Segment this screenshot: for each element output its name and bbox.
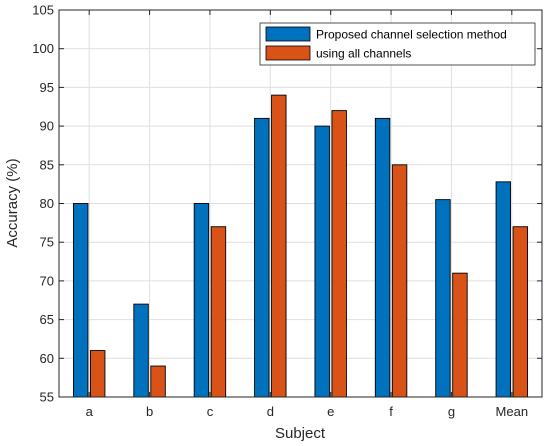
legend-label-proposed: Proposed channel selection method <box>316 28 507 42</box>
y-tick-label: 60 <box>40 351 54 366</box>
bar-proposed-b <box>133 303 149 398</box>
y-tick-label: 90 <box>40 119 54 134</box>
bar-all-channels-d <box>271 94 287 398</box>
bar-all-channels-Mean <box>512 226 529 398</box>
x-axis: a b c d e f g Mean <box>86 10 529 419</box>
x-axis-title: Subject <box>275 425 326 442</box>
x-tick-label: b <box>146 404 153 419</box>
bar-all-channels-c <box>210 226 227 398</box>
y-tick-label: 75 <box>40 235 54 250</box>
x-tick-label: e <box>327 404 334 419</box>
bar-proposed-f <box>374 117 391 398</box>
x-tick-label: d <box>267 404 274 419</box>
bars <box>72 94 529 398</box>
x-tick-label: c <box>207 404 214 419</box>
y-tick-label: 55 <box>40 390 54 405</box>
legend-swatch-all-channels <box>265 45 311 61</box>
bar-proposed-g <box>435 199 451 398</box>
bar-proposed-e <box>314 125 330 398</box>
bar-all-channels-b <box>150 365 166 398</box>
bar-proposed-Mean <box>495 181 512 398</box>
bar-all-channels-f <box>391 164 408 398</box>
grid-lines <box>59 9 542 398</box>
bar-all-channels-e <box>331 110 347 398</box>
bar-proposed-c <box>193 203 210 398</box>
y-axis-title: Accuracy (%) <box>4 158 21 247</box>
y-tick-label: 95 <box>40 80 54 95</box>
bar-proposed-d <box>254 117 270 398</box>
legend: Proposed channel selection method using … <box>259 22 536 66</box>
x-tick-label: f <box>389 404 393 419</box>
legend-swatch-proposed <box>265 26 311 42</box>
y-tick-label: 105 <box>32 3 54 18</box>
y-tick-label: 85 <box>40 157 54 172</box>
y-tick-label: 70 <box>40 273 54 288</box>
y-tick-label: 100 <box>32 41 54 56</box>
bar-proposed-a <box>72 203 89 398</box>
y-tick-label: 65 <box>40 312 54 327</box>
y-tick-label: 80 <box>40 196 54 211</box>
bar-all-channels-a <box>89 350 106 398</box>
bar-all-channels-g <box>452 272 468 398</box>
x-tick-label: a <box>86 404 94 419</box>
legend-label-all-channels: using all channels <box>316 47 411 61</box>
x-tick-label: Mean <box>496 404 529 419</box>
y-axis: 55 60 65 70 75 80 85 90 95 100 105 <box>32 3 542 405</box>
x-tick-label: g <box>448 404 455 419</box>
